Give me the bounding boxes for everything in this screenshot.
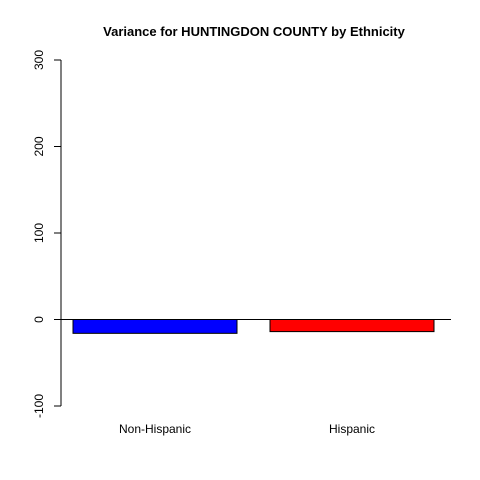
y-tick-label: 100 — [32, 223, 46, 243]
bars — [72, 319, 435, 334]
chart-title: Variance for HUNTINGDON COUNTY by Ethnic… — [103, 24, 405, 39]
y-tick-label: 300 — [32, 50, 46, 70]
x-category-label: Non-Hispanic — [119, 422, 191, 436]
y-tick-label: 0 — [32, 316, 46, 323]
bar-hispanic — [269, 319, 435, 333]
x-category-label: Hispanic — [329, 422, 375, 436]
y-tick-label: 200 — [32, 136, 46, 156]
bar-non-hispanic — [72, 319, 238, 334]
y-axis: -100 0 100 200 300 — [32, 50, 62, 418]
y-tick-label: -100 — [32, 394, 46, 418]
x-axis-labels: Non-Hispanic Hispanic — [119, 422, 375, 436]
